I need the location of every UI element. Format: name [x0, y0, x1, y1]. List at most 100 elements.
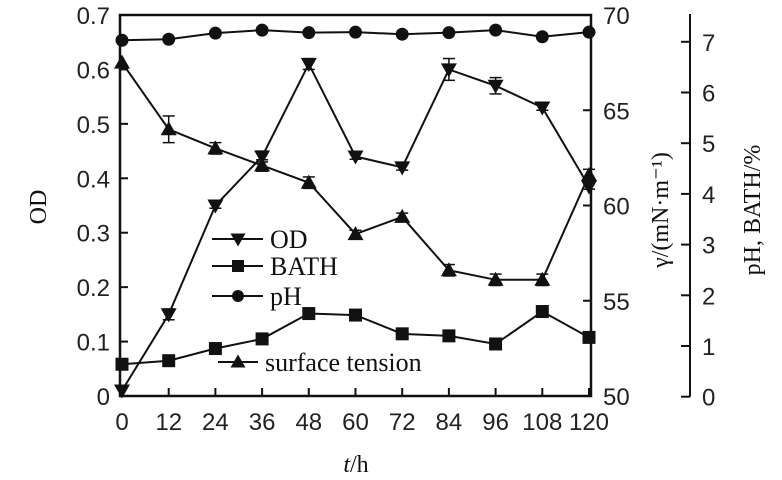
data-point-surface-tension	[207, 140, 224, 155]
data-point-od	[114, 384, 130, 399]
data-point-ph	[489, 23, 503, 37]
x-tick-label: 0	[115, 409, 128, 436]
y-right2-tick-label: 5	[702, 131, 715, 158]
data-point-ph	[442, 26, 456, 40]
y-axis-right1-title: γ/(mN·m⁻¹)	[648, 152, 674, 269]
data-point-bath	[115, 357, 129, 371]
data-point-surface-tension	[254, 157, 271, 172]
data-point-ph	[162, 32, 176, 46]
x-tick-label: 120	[569, 409, 609, 436]
data-point-surface-tension	[581, 167, 597, 182]
legend-item-surface-tension: surface tension	[218, 348, 422, 377]
data-point-ph	[395, 27, 409, 41]
y-left-tick-label: 0.4	[77, 166, 110, 193]
legend-item-od: OD	[212, 225, 308, 254]
y-right2-tick-label: 6	[702, 81, 715, 108]
data-point-ph	[349, 25, 362, 39]
series-ph	[115, 23, 596, 47]
y-right1-tick-label: 55	[603, 289, 630, 316]
y-right2-tick-label: 4	[702, 182, 715, 209]
data-point-od	[300, 57, 317, 72]
data-point-bath	[489, 337, 503, 351]
y-left-tick-label: 0.2	[77, 275, 110, 302]
x-tick-label: 12	[155, 409, 182, 436]
data-point-surface-tension	[534, 271, 551, 286]
x-tick-label: 36	[249, 409, 276, 436]
legend-label: pH	[270, 282, 302, 311]
y-right1-tick-label: 60	[603, 194, 630, 221]
legend-marker-od	[230, 233, 246, 247]
y-left-tick-label: 0.7	[77, 3, 110, 30]
data-point-bath	[535, 305, 549, 319]
y-left-tick-label: 0.1	[77, 330, 110, 357]
legend-label: OD	[270, 225, 308, 254]
y-left-tick-label: 0.3	[77, 221, 110, 248]
legend-label: BATH	[270, 252, 338, 281]
data-point-surface-tension	[114, 54, 130, 69]
data-point-bath	[208, 342, 222, 356]
data-point-ph	[208, 26, 222, 40]
y-left-tick-label: 0	[97, 384, 110, 411]
legend-item-ph: pH	[212, 282, 302, 311]
data-point-surface-tension	[440, 262, 457, 277]
legend-item-bath: BATH	[212, 252, 338, 281]
data-point-od	[160, 308, 177, 323]
series-od	[114, 57, 597, 399]
data-point-od	[207, 199, 224, 214]
data-point-od	[534, 101, 551, 116]
data-point-bath	[582, 330, 596, 344]
y-right2-tick-label: 2	[702, 283, 715, 310]
series-line-surface-tension	[121, 62, 590, 281]
y-axis-left-title: OD	[26, 190, 52, 225]
y-right1-tick-label: 50	[603, 384, 630, 411]
data-point-surface-tension	[300, 174, 317, 189]
y-right1-tick-label: 65	[603, 98, 630, 125]
y-right2-tick-label: 1	[702, 334, 715, 361]
x-tick-label: 48	[295, 409, 322, 436]
plot-frame	[118, 13, 593, 398]
data-point-surface-tension	[347, 226, 364, 241]
y-right1-tick-label: 70	[603, 3, 630, 30]
data-point-ph	[115, 33, 129, 47]
x-tick-label: 108	[522, 409, 562, 436]
data-point-ph	[255, 23, 269, 37]
data-point-bath	[302, 307, 316, 321]
data-point-ph	[535, 30, 549, 44]
y-left-tick-label: 0.5	[77, 112, 110, 139]
series-marks	[114, 23, 597, 399]
data-point-surface-tension	[394, 208, 411, 223]
x-tick-label: 96	[482, 409, 509, 436]
legend-marker-ph	[232, 290, 244, 302]
data-point-od	[347, 150, 364, 165]
x-axis-title-unit: /h	[350, 452, 369, 478]
y-axis-right2-title: pH, BATH/%	[740, 145, 766, 276]
legend-marker-bath	[232, 260, 244, 272]
data-point-ph	[302, 26, 316, 40]
data-point-surface-tension	[160, 121, 177, 136]
data-point-bath	[162, 354, 176, 368]
x-tick-label: 24	[202, 409, 229, 436]
data-point-bath	[349, 308, 362, 322]
x-tick-label: 60	[342, 409, 369, 436]
data-point-bath	[442, 329, 456, 343]
x-axis-title: t/h	[343, 452, 368, 478]
data-point-bath	[395, 327, 409, 341]
data-point-ph	[582, 25, 596, 39]
legend-marker-surface-tension	[230, 354, 246, 368]
axes: 0 12 24 36 48 60 72 84 96 108 12000.10.20.30.40.50…	[77, 3, 716, 436]
data-point-od	[394, 161, 411, 176]
y-left-tick-label: 0.6	[77, 57, 110, 84]
series-bath	[115, 305, 596, 371]
legend-label: surface tension	[265, 348, 422, 377]
x-axis-title-var: t	[343, 452, 351, 478]
x-tick-label: 84	[436, 409, 463, 436]
data-point-surface-tension	[487, 271, 504, 286]
y-right2-tick-label: 7	[702, 30, 715, 57]
series-surface-tension	[114, 54, 597, 287]
data-point-bath	[255, 332, 269, 346]
y-right2-tick-label: 3	[702, 233, 715, 260]
data-point-od	[487, 79, 504, 94]
y-right2-tick-label: 0	[702, 385, 715, 412]
